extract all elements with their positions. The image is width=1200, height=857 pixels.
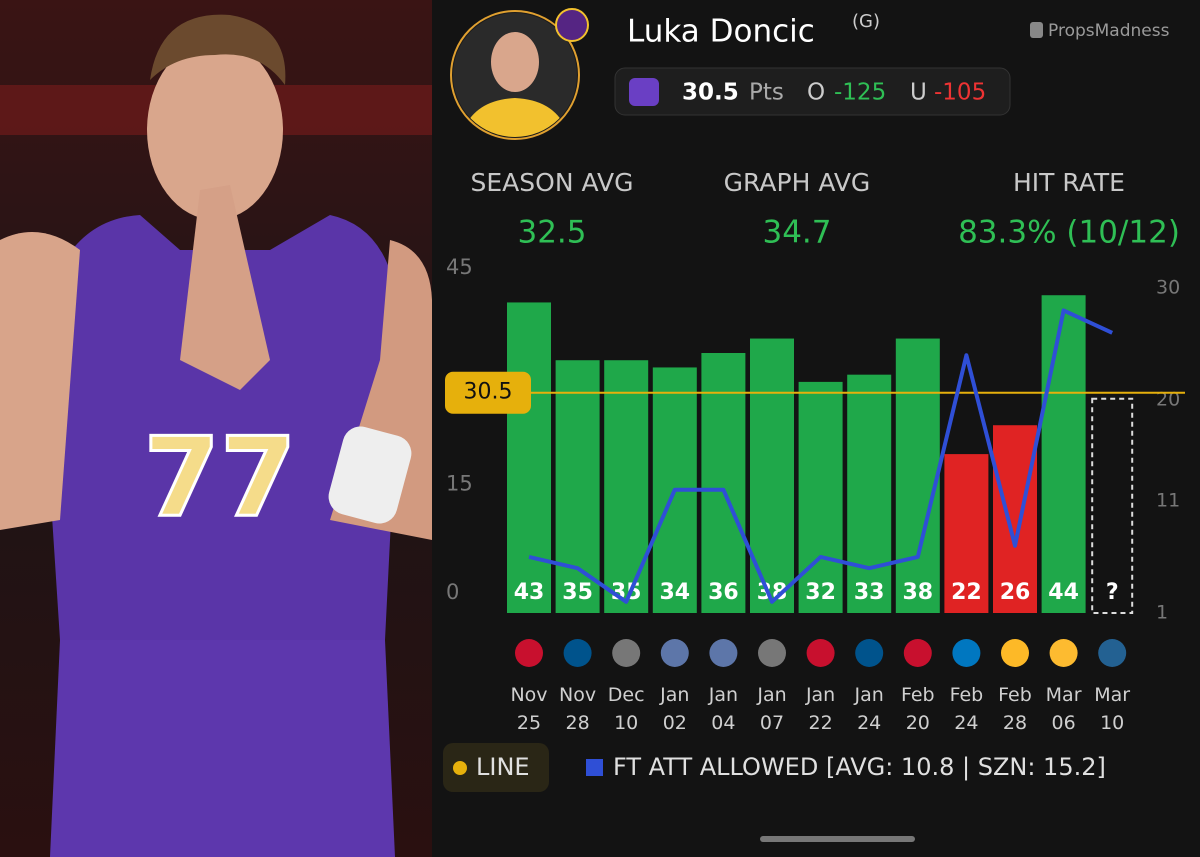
bar-value-label: 22 <box>951 580 982 605</box>
prop-line: 30.5 <box>682 80 739 106</box>
team-logo <box>806 639 835 667</box>
legend-label: FT ATT ALLOWED [AVG: 10.8 | SZN: 15.2] <box>613 753 1106 781</box>
reference-label: 30.5 <box>464 380 513 405</box>
team-logo <box>709 639 738 667</box>
y-tick-label: 0 <box>446 580 459 604</box>
y2-tick-label: 1 <box>1156 602 1168 624</box>
team-logo <box>1098 639 1127 667</box>
x-tick-label: Jan 22 <box>805 684 836 734</box>
head <box>147 40 283 220</box>
x-tick-label: Dec 10 <box>607 684 645 734</box>
bar <box>798 381 843 613</box>
brand: PropsMadness <box>1048 21 1170 41</box>
bar-value-label: 36 <box>708 580 739 605</box>
x-tick-label: Mar 06 <box>1045 684 1082 734</box>
jersey-number: 77 <box>143 413 296 541</box>
stat-value: 32.5 <box>517 215 586 251</box>
legend-marker <box>586 759 603 776</box>
team-logo <box>952 639 981 667</box>
bar-value-label: 44 <box>1048 580 1079 605</box>
legend-label: LINE <box>476 753 530 781</box>
bar-value-label: 35 <box>562 580 593 605</box>
team-logo <box>1049 639 1078 667</box>
x-tick-label: Jan 24 <box>854 684 884 734</box>
under-label: U <box>910 80 927 106</box>
team-logo <box>1001 639 1029 667</box>
team-logo <box>758 639 786 667</box>
hair <box>150 14 286 85</box>
wristband <box>328 426 412 524</box>
bar-value-label: 32 <box>805 580 836 605</box>
bar <box>847 374 892 613</box>
legend-marker <box>453 761 467 775</box>
stat-label: HIT RATE <box>1013 168 1125 197</box>
bar <box>750 338 794 613</box>
x-tick-label: Mar 10 <box>1094 684 1131 734</box>
stat-value: 83.3% (10/12) <box>958 215 1180 251</box>
y2-tick-label: 20 <box>1156 389 1180 411</box>
stat-label: SEASON AVG <box>471 168 634 197</box>
line-series <box>528 308 1114 604</box>
team-logo <box>855 639 884 667</box>
bar <box>555 360 600 613</box>
bar <box>993 425 1037 613</box>
team-logo <box>903 639 932 667</box>
x-tick-label: Nov 25 <box>510 684 548 734</box>
x-tick-label: Jan 02 <box>660 684 690 734</box>
x-tick-label: Jan 07 <box>757 684 787 734</box>
bar <box>701 353 746 613</box>
y2-tick-label: 30 <box>1156 277 1180 299</box>
brand-icon <box>1030 22 1043 38</box>
bar-value-label: 33 <box>854 580 885 605</box>
bar <box>604 360 649 613</box>
bar <box>1041 295 1086 613</box>
player-position: (G) <box>852 11 880 32</box>
prop-unit: Pts <box>749 80 784 106</box>
stat-label: GRAPH AVG <box>724 168 871 197</box>
stat-value: 34.7 <box>762 215 831 251</box>
team-logo <box>660 639 689 667</box>
x-tick-label: Feb 20 <box>900 684 935 734</box>
player-name: Luka Doncic <box>627 14 815 50</box>
under-odds: -105 <box>934 80 986 106</box>
y2-tick-label: 11 <box>1156 489 1180 511</box>
bar <box>507 302 551 613</box>
shorts <box>50 640 395 857</box>
team-logo <box>555 8 589 42</box>
y-tick-label: 45 <box>446 255 473 279</box>
pending-bar <box>1091 397 1134 614</box>
bar <box>895 338 940 613</box>
over-odds: -125 <box>834 80 886 106</box>
bar-value-label: 38 <box>902 580 933 605</box>
bar-value-label: 43 <box>514 580 545 605</box>
book-icon <box>629 78 659 106</box>
bar-value-label: 34 <box>659 580 690 605</box>
team-logo <box>515 639 543 667</box>
x-tick-label: Feb 24 <box>949 684 984 734</box>
bar <box>944 454 989 613</box>
team-logo <box>612 639 641 667</box>
avatar-jersey <box>460 98 570 137</box>
bar-value-label: 26 <box>1000 580 1031 605</box>
home-indicator <box>760 836 915 842</box>
hands <box>180 185 270 390</box>
bar-value-label: ? <box>1106 580 1119 605</box>
reference-label-box <box>445 371 531 414</box>
jersey <box>40 215 400 640</box>
left-arm <box>0 232 80 530</box>
x-tick-label: Nov 28 <box>559 684 597 734</box>
x-tick-label: Feb 28 <box>998 684 1032 734</box>
team-logo <box>563 639 592 667</box>
over-label: O <box>807 80 825 106</box>
line-legend-pill <box>443 743 549 792</box>
avatar-head <box>491 32 539 92</box>
y-tick-label: 15 <box>446 472 473 496</box>
x-tick-label: Jan 04 <box>708 684 739 734</box>
odds-pill <box>614 67 1011 116</box>
